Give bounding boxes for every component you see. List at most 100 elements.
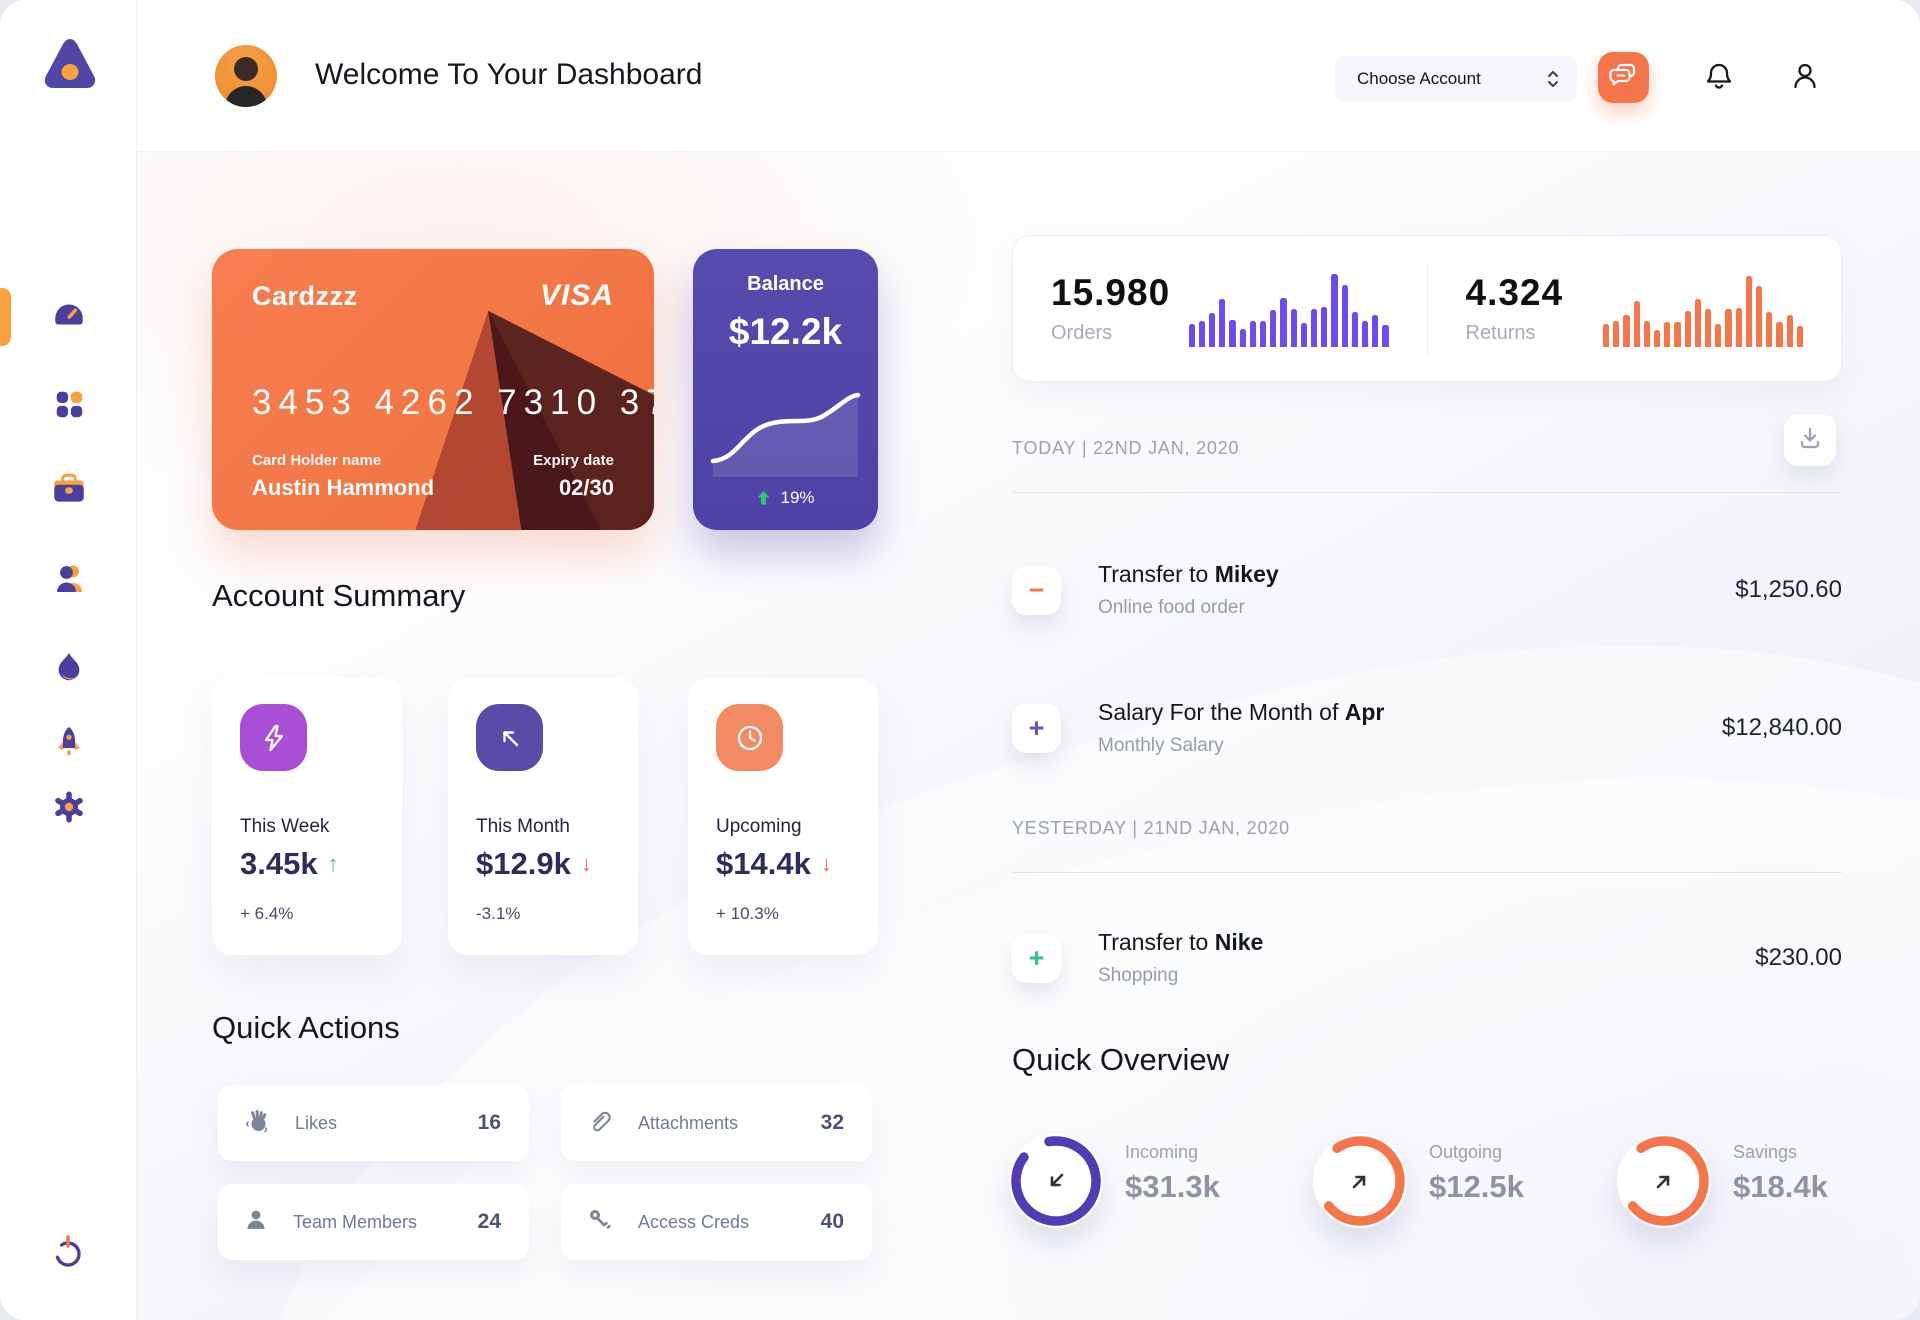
paperclip-icon	[587, 1108, 613, 1139]
credit-plus-icon[interactable]: +	[1012, 703, 1061, 753]
profile-icon	[1789, 63, 1821, 96]
quick-action-label: Likes	[295, 1112, 338, 1133]
key-icon	[587, 1207, 613, 1238]
gauge-value: $18.4k	[1733, 1169, 1828, 1204]
summary-card-this-week[interactable]: This Week 3.45k ↑ + 6.4%	[212, 678, 402, 955]
gauge-label: Incoming	[1125, 1142, 1199, 1162]
sidebar-item-portfolio[interactable]	[0, 464, 137, 520]
quick-overview-title: Quick Overview	[1012, 1042, 1230, 1077]
transaction-row[interactable]: − Transfer to Mikey Online food order $1…	[1012, 542, 1842, 638]
active-nav-indicator	[0, 288, 11, 346]
transaction-amount: $1,250.60	[1735, 576, 1842, 603]
main-content: Cardzzz VISA 3453 4262 7310 3728 Card Ho…	[137, 152, 1920, 1320]
summary-label: This Month	[476, 816, 570, 837]
top-header: Welcome To Your Dashboard Choose Account	[137, 0, 1920, 152]
returns-label: Returns	[1465, 322, 1536, 344]
balance-card[interactable]: Balance $12.2k 19%	[693, 249, 878, 530]
summary-value-row: $14.4k ↓	[716, 846, 832, 882]
visa-logo: VISA	[539, 279, 614, 312]
summary-value-row: 3.45k ↑	[240, 846, 339, 882]
quick-action-access-creds[interactable]: Access Creds 40	[561, 1184, 872, 1260]
transaction-subtitle: Monthly Salary	[1098, 735, 1224, 756]
apps-grid-icon	[52, 387, 86, 426]
choose-account-label: Choose Account	[1357, 69, 1481, 88]
profile-button[interactable]	[1789, 60, 1821, 92]
summary-card-this-month[interactable]: This Month $12.9k ↓ -3.1%	[448, 678, 638, 955]
returns-value: 4.324	[1465, 272, 1564, 313]
balance-change-value: 19%	[780, 488, 815, 507]
quick-action-team-members[interactable]: Team Members 24	[218, 1184, 529, 1260]
card-expiry-value: 02/30	[558, 475, 614, 500]
rocket-icon	[52, 724, 86, 763]
transaction-subtitle: Shopping	[1098, 965, 1179, 986]
summary-value: $12.9k	[476, 846, 571, 881]
download-statement-button[interactable]	[1784, 414, 1836, 466]
summary-delta: + 10.3%	[716, 904, 779, 923]
sidebar-item-team[interactable]	[0, 553, 137, 609]
sidebar-item-trending[interactable]	[0, 641, 137, 697]
sidebar-item-settings[interactable]	[0, 781, 137, 837]
user-avatar[interactable]	[215, 45, 277, 107]
orders-bar-sparkline	[1188, 271, 1389, 347]
summary-delta: + 6.4%	[240, 904, 294, 923]
sidebar-item-apps[interactable]	[0, 378, 137, 434]
credit-card[interactable]: Cardzzz VISA 3453 4262 7310 3728 Card Ho…	[212, 249, 654, 530]
person-icon	[244, 1208, 268, 1237]
transaction-row[interactable]: + Transfer to Nike Shopping $230.00	[1012, 910, 1842, 1006]
arrow-down-left-icon	[1050, 1173, 1064, 1187]
transaction-title: Transfer to Nike	[1098, 929, 1264, 955]
gauge-savings: Savings $18.4k	[1617, 1134, 1828, 1228]
gauge-value: $31.3k	[1125, 1169, 1220, 1204]
incoming-gauge-ring	[1009, 1134, 1103, 1228]
transaction-row[interactable]: + Salary For the Month of Apr Monthly Sa…	[1012, 680, 1842, 776]
sidebar-item-dashboard[interactable]	[0, 288, 137, 344]
summary-card-upcoming[interactable]: Upcoming $14.4k ↓ + 10.3%	[688, 678, 878, 955]
quick-action-count: 24	[477, 1210, 501, 1233]
trend-down-arrow-icon: ↓	[580, 851, 592, 876]
summary-label: Upcoming	[716, 816, 802, 837]
quick-action-likes[interactable]: Likes 16	[218, 1085, 529, 1161]
flame-icon	[52, 650, 86, 689]
transactions-date-yesterday: YESTERDAY | 21ND JAN, 2020	[1012, 818, 1290, 838]
divider	[1012, 872, 1842, 873]
summary-value: $14.4k	[716, 846, 811, 881]
bell-icon	[1703, 63, 1735, 96]
quick-action-label: Team Members	[293, 1211, 418, 1232]
divider	[1012, 492, 1842, 493]
sidebar	[0, 0, 137, 1320]
briefcase-icon	[50, 471, 88, 514]
balance-line-chart	[710, 392, 861, 477]
quick-action-attachments[interactable]: Attachments 32	[561, 1085, 872, 1161]
balance-value: $12.2k	[728, 311, 843, 352]
outgoing-gauge-ring	[1313, 1134, 1407, 1228]
debit-minus-icon[interactable]: −	[1012, 565, 1061, 615]
summary-value: 3.45k	[240, 846, 318, 881]
sidebar-item-launch[interactable]	[0, 715, 137, 771]
returns-stat: 4.324 Returns	[1428, 236, 1842, 381]
notifications-button[interactable]	[1703, 60, 1735, 92]
transaction-text: Transfer to Nike Shopping	[1098, 929, 1263, 987]
orders-label: Orders	[1051, 322, 1113, 344]
quick-action-count: 40	[820, 1210, 844, 1233]
gauge-outgoing: Outgoing $12.5k	[1313, 1134, 1524, 1228]
card-holder-name: Austin Hammond	[252, 475, 435, 500]
up-arrow-icon	[757, 491, 770, 505]
logout-power-button[interactable]	[48, 1232, 88, 1272]
transaction-text: Transfer to Mikey Online food order	[1098, 561, 1279, 619]
gauge-text: Outgoing $12.5k	[1429, 1142, 1524, 1205]
gauge-label: Outgoing	[1429, 1142, 1503, 1162]
orders-returns-card: 15.980 Orders 4.324 Returns	[1012, 235, 1842, 382]
balance-title: Balance	[747, 273, 824, 295]
transaction-title: Salary For the Month of Apr	[1098, 699, 1385, 725]
choose-account-select[interactable]: Choose Account	[1335, 56, 1577, 102]
messages-button[interactable]	[1598, 52, 1649, 103]
arrow-up-left-icon	[476, 704, 543, 771]
trend-down-arrow-icon: ↓	[820, 851, 832, 876]
credit-plus-icon[interactable]: +	[1012, 933, 1061, 983]
page-title: Welcome To Your Dashboard	[315, 58, 703, 91]
app-logo[interactable]	[38, 32, 102, 96]
account-summary-title: Account Summary	[212, 578, 466, 613]
savings-gauge-ring	[1617, 1134, 1711, 1228]
gauge-text: Savings $18.4k	[1733, 1142, 1828, 1205]
